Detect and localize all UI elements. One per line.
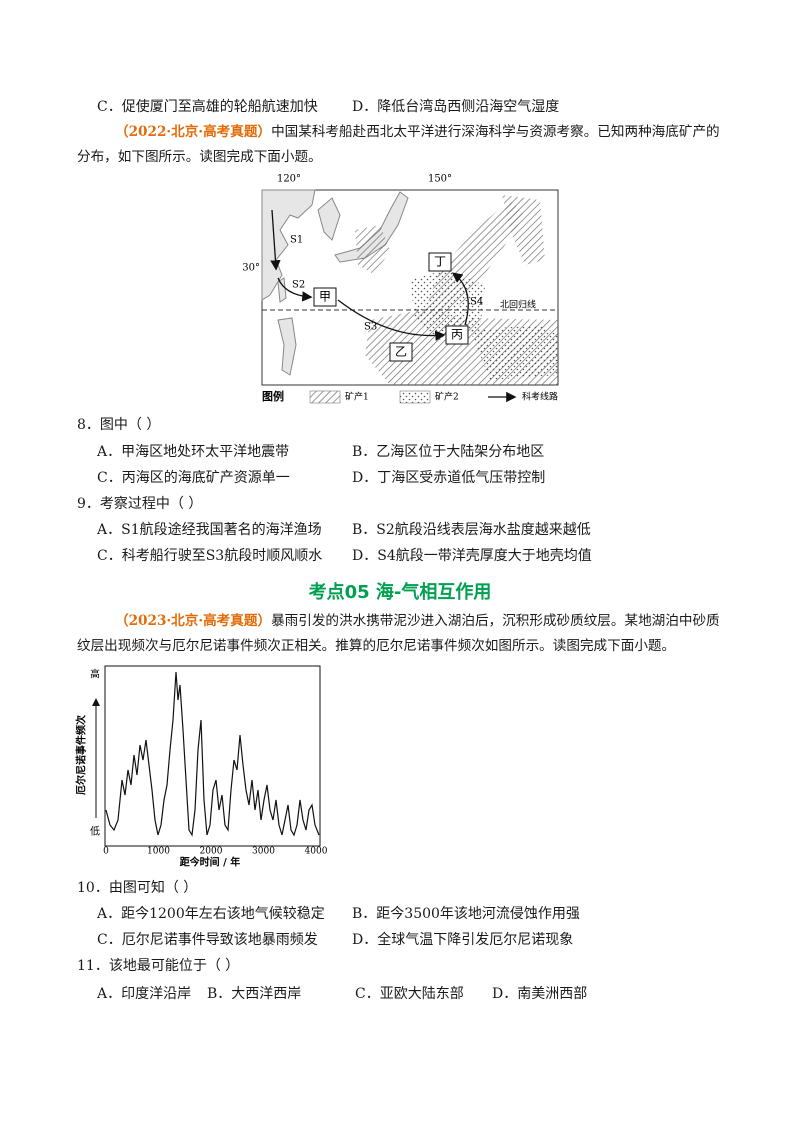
route: [337, 299, 446, 341]
option: C．科考船行驶至S3航段时顺风顺水: [97, 548, 323, 564]
land: [277, 317, 297, 376]
route-label: S1: [290, 235, 303, 246]
option: C．亚欧大陆东部: [355, 986, 464, 1002]
option: D．降低台湾岛西侧沿海空气湿度: [352, 99, 560, 115]
question-stem: 8．图中（ ）: [77, 417, 161, 433]
option: D．S4航段一带洋壳厚度大于地壳均值: [352, 548, 592, 564]
area-label: 乙: [395, 345, 407, 359]
tropic-label: 北回归线: [500, 299, 536, 311]
longitude-label: 150°: [428, 174, 452, 185]
option: C．丙海区的海底矿产资源单一: [97, 470, 290, 486]
source: （2023·北京·高考真题）: [115, 613, 272, 629]
passage: （2022·北京·高考真题）中国某科考船赴西北太平洋进行深海科学与资源考察。已知…: [77, 120, 727, 170]
map: 甲 乙 丙 丁 120° 150° 30° S1 S2 S3 S4 北回归线 图…: [242, 174, 559, 404]
option: D．全球气温下降引发厄尔尼诺现象: [352, 932, 574, 948]
area-box: [313, 287, 337, 307]
option: C．厄尔尼诺事件导致该地暴雨频发: [97, 932, 318, 948]
x-axis-label: 距今时间 / 年: [180, 856, 241, 869]
option: D．丁海区受赤道低气压带控制: [352, 470, 546, 486]
y-high-label: 高: [90, 668, 100, 681]
chart-figure: 高 低 厄尔尼诺事件频次 距今时间 / 年 0 1000 2000 3000 4000: [75, 665, 328, 869]
legend-label: 矿产1: [345, 391, 369, 403]
area-box: [445, 325, 469, 345]
mineral-1-area: [502, 195, 545, 265]
source: （2022·北京·高考真题）: [115, 124, 272, 140]
y-low-label: 低: [90, 825, 100, 838]
area-label: 丁: [434, 255, 446, 269]
option: B．S2航段沿线表层海水盐度越来越低: [352, 522, 591, 538]
passage-text: 暴雨引发的洪水携带泥沙进入湖泊后，沉积形成砂质纹层。某地湖泊中砂质纹层出现频次与…: [77, 613, 720, 654]
land: [261, 189, 316, 301]
route: [270, 209, 281, 271]
land: [277, 277, 287, 303]
route-label: S3: [364, 322, 377, 333]
area-label: 丙: [451, 328, 463, 342]
area-box: [389, 342, 413, 362]
mineral-1-area: [355, 225, 390, 275]
x-tick-label: 3000: [252, 847, 275, 857]
option: A．S1航段途经我国著名的海洋渔场: [97, 522, 322, 538]
x-tick-label: 4000: [305, 847, 328, 857]
question-stem: 11．该地最可能位于（ ）: [77, 958, 240, 974]
x-tick-label: 2000: [200, 847, 223, 857]
route-label: S4: [470, 297, 483, 308]
legend-title: 图例: [262, 389, 284, 403]
longitude-label: 120°: [277, 174, 301, 185]
option: D．南美洲西部: [492, 986, 588, 1002]
option: A．距今1200年左右该地气候较稳定: [97, 906, 325, 922]
y-axis-label: 厄尔尼诺事件频次: [75, 715, 88, 795]
x-tick-label: 1000: [147, 847, 170, 857]
route-label: S2: [292, 280, 305, 291]
land: [317, 197, 341, 241]
route: [451, 272, 469, 326]
option: B．距今3500年该地河流侵蚀作用强: [352, 906, 580, 922]
mineral-2-area: [470, 325, 558, 380]
option: A．甲海区地处环太平洋地震带: [97, 444, 290, 460]
x-tick-label: 0: [103, 847, 109, 857]
section-title: 考点05 海-气相互作用: [308, 582, 492, 603]
plot-frame: [104, 665, 321, 847]
route: [277, 277, 313, 302]
passage-text: 中国某科考船赴西北太平洋进行深海科学与资源考察。已知两种海底矿产的分布，如下图所…: [77, 124, 720, 165]
legend-swatch: [399, 390, 431, 404]
latitude-label: 30°: [242, 263, 260, 274]
legend-swatch: [309, 390, 341, 404]
legend-label: 矿产2: [435, 391, 459, 403]
legend-label: 科考线路: [522, 391, 558, 403]
option: B．大西洋西岸: [207, 986, 302, 1002]
option: C．促使厦门至高雄的轮船航速加快: [97, 99, 318, 115]
option: B．乙海区位于大陆架分布地区: [352, 444, 545, 460]
frequency-line: [105, 671, 320, 837]
question-stem: 9．考察过程中（ ）: [77, 496, 203, 512]
area-box: [428, 252, 452, 272]
passage: （2023·北京·高考真题）暴雨引发的洪水携带泥沙进入湖泊后，沉积形成砂质纹层。…: [77, 609, 727, 659]
area-label: 甲: [319, 290, 331, 304]
question-stem: 10．由图可知（ ）: [77, 880, 198, 896]
option: A．印度洋沿岸: [97, 986, 192, 1002]
